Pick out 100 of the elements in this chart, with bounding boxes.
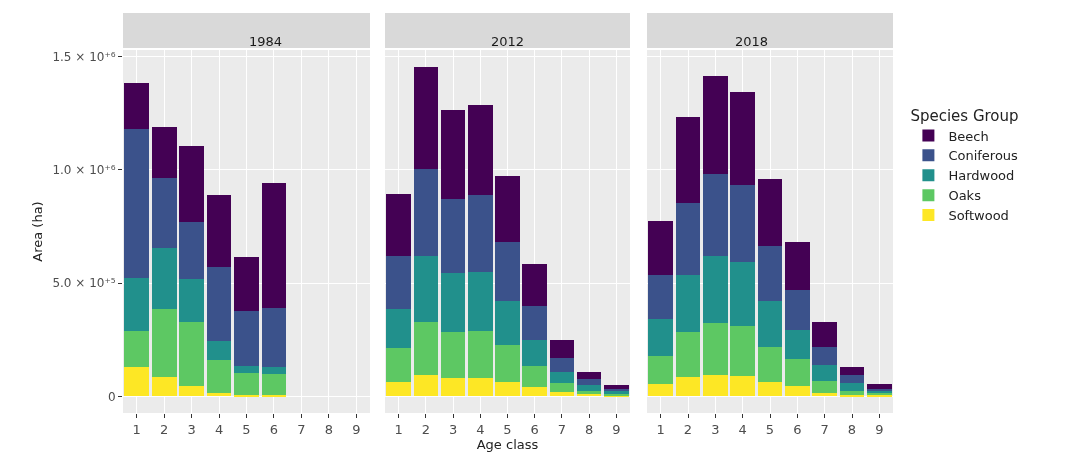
x-tick-label: 6 (269, 421, 279, 437)
bar (206, 194, 232, 268)
bar (730, 91, 755, 185)
bar (522, 339, 547, 366)
bar (549, 339, 575, 358)
bar (413, 374, 439, 397)
x-tick-label: 1 (656, 421, 665, 437)
y-tick-label: 5.0 × 10⁺⁵ (52, 276, 116, 291)
bar (151, 126, 177, 178)
bar (703, 255, 728, 323)
x-tick-label: 3 (711, 421, 720, 437)
bar (522, 263, 547, 306)
bar (730, 261, 755, 327)
bar (522, 387, 547, 397)
chart-title: 1984 (249, 34, 283, 49)
bar (495, 345, 520, 382)
y-tick-label: 1.0 × 10⁺⁶ (52, 163, 116, 178)
bar (648, 220, 673, 276)
bar (440, 272, 466, 332)
bar (468, 105, 493, 195)
bar (261, 373, 287, 396)
bar (495, 381, 520, 397)
legend-title: Species Group (910, 106, 1019, 125)
bar (468, 378, 493, 397)
bar (549, 382, 575, 392)
bar (124, 367, 150, 397)
bar (234, 257, 259, 312)
bar (757, 381, 783, 397)
bar (675, 275, 701, 332)
bar (261, 183, 287, 309)
bar (648, 319, 673, 356)
bar (179, 386, 204, 397)
legend-label: Softwood (948, 208, 1009, 224)
x-tick-label: 7 (820, 421, 829, 437)
x-tick-label: 4 (476, 421, 485, 437)
bar (730, 326, 755, 377)
bar (730, 376, 755, 397)
bar (604, 384, 629, 390)
bar (839, 382, 865, 391)
x-tick-label: 5 (242, 421, 251, 437)
bar (576, 379, 602, 386)
bar (675, 331, 701, 378)
bar (812, 380, 837, 394)
bar (440, 331, 466, 379)
x-tick-label: 6 (793, 421, 802, 437)
bar (785, 359, 810, 387)
x-tick-label: 1 (132, 421, 141, 437)
bar (703, 174, 728, 256)
bar (757, 346, 783, 382)
x-tick-label: 1 (394, 421, 403, 437)
bar (206, 360, 232, 394)
bar (812, 346, 837, 365)
x-tick-label: 9 (612, 421, 621, 437)
x-tick-label: 3 (448, 421, 458, 437)
bar (675, 377, 701, 397)
y-axis-title: Area (ha) (30, 201, 46, 262)
bar (261, 367, 287, 374)
legend-label: Hardwood (948, 168, 1015, 184)
bar (495, 175, 520, 243)
bar (522, 365, 547, 388)
bar (867, 384, 892, 389)
bar (179, 221, 204, 279)
bar (703, 75, 728, 175)
bar (234, 372, 259, 396)
bar (757, 245, 783, 302)
bar (386, 381, 411, 397)
legend-label: Coniferous (948, 148, 1019, 164)
x-tick-label: 9 (352, 421, 361, 437)
bar (179, 146, 204, 222)
x-tick-label: 2 (683, 421, 693, 437)
bar (648, 275, 673, 320)
x-tick-label: 7 (557, 421, 567, 437)
bar (468, 330, 493, 379)
bar (576, 385, 602, 391)
bar (386, 347, 411, 382)
bar (522, 305, 547, 340)
x-tick-label: 8 (324, 421, 333, 437)
bar (648, 355, 673, 384)
bar (124, 82, 150, 130)
bar (179, 278, 204, 322)
bar (812, 321, 837, 347)
chart-title: 2012 (491, 34, 525, 49)
chart-title: 2018 (735, 34, 769, 49)
bar (785, 386, 810, 397)
bar (234, 311, 259, 366)
bar (703, 322, 728, 375)
x-tick-label: 4 (214, 421, 224, 437)
x-tick-label: 2 (421, 421, 430, 437)
legend-label: Beech (948, 128, 989, 144)
bar (413, 168, 439, 256)
x-tick-label: 7 (297, 421, 306, 437)
bar (151, 177, 177, 249)
bar (648, 384, 673, 397)
bar (124, 129, 150, 278)
bar (261, 308, 287, 367)
bar (413, 321, 439, 375)
bar (151, 377, 177, 397)
bar (757, 178, 783, 246)
bar (440, 199, 466, 273)
bar (440, 109, 466, 200)
